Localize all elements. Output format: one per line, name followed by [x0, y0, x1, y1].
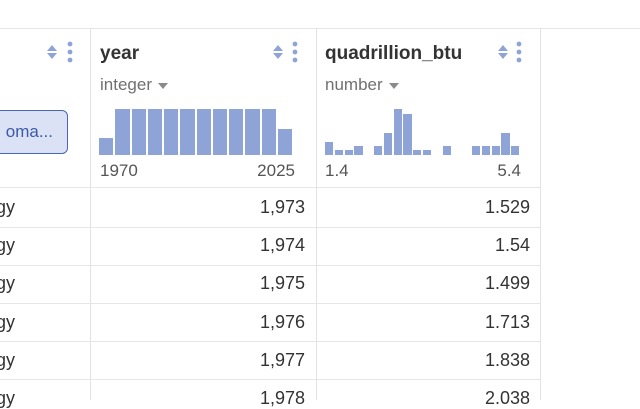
cell-quadrillion-btu: 1.529 [484, 197, 530, 217]
histogram-bar [374, 146, 383, 155]
histogram-bar [261, 109, 276, 155]
histogram-bar [442, 146, 451, 155]
row-divider [0, 379, 540, 380]
column-type-selector[interactable]: number [325, 75, 399, 95]
row-divider [0, 341, 540, 342]
histogram-bar [334, 150, 344, 155]
cell-quadrillion-btu: 2.038 [484, 388, 530, 408]
histogram-max-label: 5.4 [497, 161, 521, 180]
histogram-bar [511, 146, 520, 155]
cell-left: gy [0, 197, 16, 217]
histogram-bar [481, 146, 491, 155]
histogram-bar [325, 141, 334, 155]
histogram-bar [196, 109, 211, 155]
histogram-bar [354, 146, 363, 155]
histogram-bar [147, 109, 162, 155]
histogram[interactable] [99, 107, 294, 155]
row-divider [0, 187, 540, 188]
histogram-bar [393, 109, 402, 155]
histogram-bar [403, 114, 412, 155]
row-divider [0, 303, 540, 304]
column-menu-icon[interactable] [292, 41, 298, 63]
cell-year: 1,976 [259, 312, 305, 332]
cell-quadrillion-btu: 1.499 [484, 273, 530, 293]
column-name: quadrillion_btu [325, 43, 463, 64]
cell-year: 1,977 [259, 350, 305, 370]
row-divider [0, 227, 540, 228]
histogram[interactable] [325, 107, 521, 155]
cell-year: 1,974 [259, 235, 305, 255]
histogram-bar [245, 109, 260, 155]
histogram-bar [99, 138, 114, 155]
histogram-min-label: 1.4 [325, 161, 349, 180]
histogram-min-label: 1970 [100, 161, 138, 180]
histogram-bar [472, 146, 481, 155]
value-button-label: oma... [5, 122, 53, 141]
caret-down-icon [157, 83, 168, 89]
histogram-bar [423, 150, 432, 155]
histogram-bar [115, 109, 130, 155]
cell-quadrillion-btu: 1.838 [484, 350, 530, 370]
histogram-bar [212, 109, 227, 155]
column-type-label: number [325, 75, 383, 94]
column-header-year: year integer 1970 2025 [91, 29, 316, 187]
column-type-label: integer [100, 75, 152, 94]
histogram-bar [491, 146, 500, 155]
histogram-bar [131, 109, 146, 155]
cell-left: gy [0, 273, 16, 293]
histogram-max-label: 2025 [257, 161, 295, 180]
column-divider [540, 28, 541, 400]
histogram-bar [413, 150, 422, 155]
column-header-quadrillion-btu: quadrillion_btu number 1.4 5.4 [317, 29, 540, 187]
column-header-left [0, 29, 90, 187]
cell-year: 1,978 [259, 388, 305, 408]
caret-down-icon [388, 83, 399, 89]
column-menu-icon[interactable] [67, 41, 73, 63]
cell-year: 1,975 [259, 273, 305, 293]
histogram-bar [229, 109, 244, 155]
cell-left: gy [0, 388, 16, 408]
table-top-bar [0, 0, 640, 29]
cell-left: gy [0, 235, 16, 255]
cell-left: gy [0, 350, 16, 370]
column-name: year [100, 43, 140, 64]
cell-quadrillion-btu: 1.713 [484, 312, 530, 332]
histogram-bar [344, 150, 353, 155]
column-divider [90, 28, 91, 400]
histogram-bar [180, 109, 195, 155]
histogram-bar [164, 109, 179, 155]
row-divider [0, 265, 540, 266]
cell-quadrillion-btu: 1.54 [494, 235, 530, 255]
sort-icon[interactable] [497, 43, 509, 61]
column-menu-icon[interactable] [516, 41, 522, 63]
cell-year: 1,973 [259, 197, 305, 217]
cell-left: gy [0, 312, 16, 332]
histogram-bar [501, 133, 510, 155]
column-divider [316, 28, 317, 400]
histogram-bar [277, 128, 292, 155]
value-button[interactable]: oma... [0, 110, 68, 154]
column-type-selector[interactable]: integer [100, 75, 168, 95]
sort-icon[interactable] [46, 43, 58, 61]
sort-icon[interactable] [272, 43, 284, 61]
histogram-bar [383, 133, 393, 155]
